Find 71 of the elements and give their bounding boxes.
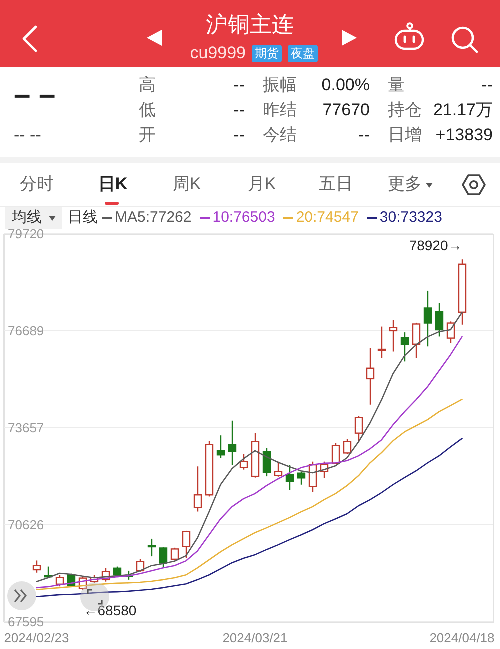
candlestick — [435, 302, 444, 338]
text: 均线 — [12, 208, 42, 226]
annotation: ←68580 — [84, 602, 137, 618]
candlestick — [262, 447, 272, 478]
candlestick — [424, 290, 432, 348]
text: -- — [482, 76, 493, 96]
y-tick-label: 67595 — [8, 614, 44, 630]
candlestick — [194, 466, 202, 512]
text: 夜盘 — [288, 45, 318, 63]
candlestick — [136, 558, 145, 573]
text: 77670 — [322, 100, 370, 120]
text: 五日 — [319, 174, 353, 194]
x-tick-label: 2024/02/23 — [4, 630, 70, 646]
candlestick — [332, 442, 340, 465]
candlestick — [297, 471, 306, 486]
text: 低 — [139, 100, 156, 120]
chart-subtitle: cu9999 — [190, 44, 246, 64]
y-tick-label: 70626 — [8, 518, 44, 533]
candlestick — [400, 332, 410, 362]
chart-title: 沪铜主连 — [206, 12, 294, 38]
candlestick — [170, 547, 180, 561]
annotation: 78920→ — [409, 238, 462, 254]
candlestick — [389, 319, 398, 352]
text: -- — [234, 76, 245, 96]
candlestick — [159, 547, 168, 569]
candlestick — [274, 461, 283, 478]
x-tick-label: 2024/03/21 — [222, 630, 288, 646]
text: 持仓 — [388, 100, 422, 120]
y-tick-label: 79720 — [8, 226, 44, 242]
text: 月K — [248, 174, 276, 194]
text: 日增 — [388, 126, 422, 146]
candlestick — [32, 560, 42, 574]
text: -- — [234, 100, 245, 120]
candlestick — [354, 415, 364, 442]
candlestick — [366, 348, 375, 406]
text: 量 — [388, 76, 405, 96]
y-tick-label: 76689 — [8, 323, 44, 338]
text: -- — [234, 126, 245, 146]
candlestick — [148, 538, 156, 558]
candlestick — [56, 574, 64, 588]
text: 开 — [139, 126, 156, 146]
legend-label: 30:73323 — [380, 208, 442, 226]
y-tick-label: 73657 — [8, 420, 44, 436]
text: 21.17万 — [433, 100, 493, 120]
candlestick — [216, 435, 226, 459]
candlestick — [240, 454, 248, 470]
candlestick — [286, 464, 294, 491]
text: -- -- — [14, 126, 42, 146]
candlestick — [228, 420, 237, 466]
candlestick — [182, 530, 191, 559]
legend-label: 10:76503 — [212, 208, 276, 226]
text: 振幅 — [263, 76, 297, 96]
text: 高 — [139, 76, 156, 96]
text: +13839 — [436, 126, 493, 146]
text: 日K — [98, 174, 128, 194]
text: 昨结 — [263, 100, 297, 120]
legend-label: MA5:77262 — [115, 208, 192, 226]
text: 期货 — [252, 45, 282, 63]
legend-label: 20:74547 — [296, 208, 359, 226]
text: 日线 — [68, 208, 98, 226]
text: – – — [14, 78, 56, 112]
text: 分时 — [20, 174, 54, 194]
text: 更多 — [388, 174, 422, 194]
candlestick — [378, 326, 386, 359]
text: -- — [358, 126, 370, 146]
candlestick — [343, 438, 352, 455]
candlestick — [412, 322, 421, 359]
text: 今结 — [263, 126, 297, 146]
text: 0.00% — [322, 76, 370, 96]
text: 周K — [172, 174, 202, 194]
x-tick-label: 2024/04/18 — [430, 630, 495, 646]
